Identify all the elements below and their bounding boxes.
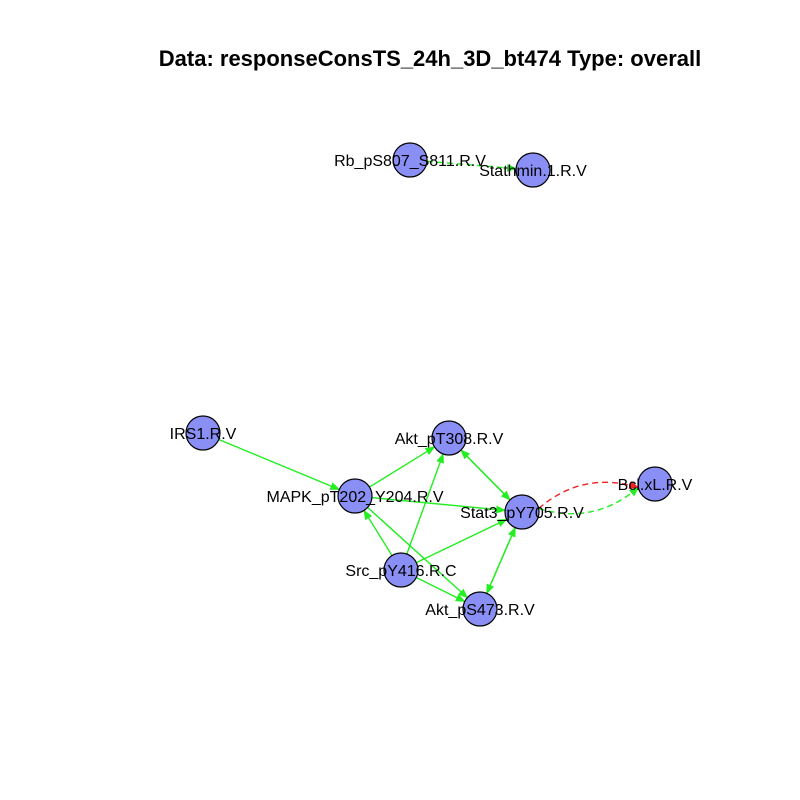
edge-src-to-akt473: [415, 576, 466, 603]
node-mapk: [337, 478, 373, 514]
edges-layer: [218, 160, 640, 603]
edge-irs1-to-mapk: [218, 438, 341, 491]
edge-akt473-to-stat3: [486, 526, 516, 594]
node-akt308: [431, 420, 467, 456]
node-label-stath: Stathmin.1.R.V: [479, 163, 587, 180]
edge-src-to-mapk: [363, 509, 393, 556]
edge-mapk-to-stat3: [371, 496, 507, 514]
node-bclxl: [637, 466, 673, 502]
node-label-stat3: Stat3_pY705.R.V: [460, 505, 584, 522]
node-stath: [515, 152, 551, 188]
node-label-irs1: IRS1.R.V: [170, 426, 237, 443]
edge-stat3-to-bclxl: [538, 486, 640, 515]
node-label-src: Src_pY416.R.C: [345, 563, 456, 580]
edge-src-to-stat3: [416, 518, 508, 564]
node-rb: [392, 142, 428, 178]
node-label-akt308: Akt_pT308.R.V: [395, 431, 504, 448]
edge-stat3-to-akt308: [460, 449, 511, 501]
edge-stat3-to-bclxl: [538, 481, 640, 510]
edge-mapk-to-akt473: [367, 506, 469, 599]
edge-rb-to-stath: [426, 160, 518, 172]
edge-mapk-to-akt308: [369, 446, 436, 488]
nodes-layer: [185, 142, 673, 627]
node-label-akt473: Akt_pS473.R.V: [425, 602, 535, 619]
node-label-rb: Rb_pS807_S811.R.V: [334, 153, 486, 170]
diagram-title: Data: responseConsTS_24h_3D_bt474 Type: …: [158, 46, 702, 71]
node-label-mapk: MAPK_pT202_Y204.R.V: [267, 489, 444, 506]
node-src: [383, 552, 419, 588]
node-stat3: [504, 494, 540, 530]
node-irs1: [185, 415, 221, 451]
node-label-bclxl: Bcl.xL.R.V: [618, 477, 693, 494]
edge-src-to-akt308: [406, 453, 444, 555]
node-akt473: [462, 591, 498, 627]
